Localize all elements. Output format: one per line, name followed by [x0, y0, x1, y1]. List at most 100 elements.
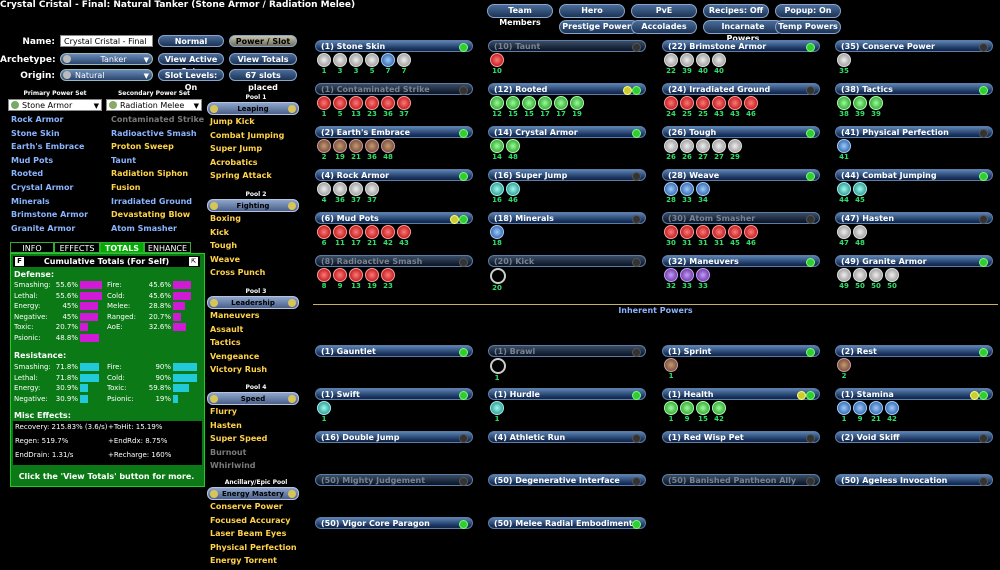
power-slot-bar[interactable]: (32) Maneuvers — [662, 255, 820, 267]
enhancement-slot[interactable]: 50 — [885, 268, 899, 291]
power-slot-bar[interactable]: (50) Vigor Core Paragon — [315, 517, 473, 529]
primary-power-item[interactable]: Earth's Embrace — [11, 142, 85, 152]
enhancement-slot[interactable]: 1 — [317, 53, 331, 76]
enhancement-slot[interactable]: 43 — [712, 96, 726, 119]
power-slot-bar[interactable]: (50) Mighty Judgement — [315, 474, 473, 486]
normal-mode-button[interactable]: Normal — [158, 35, 224, 47]
power-slot-bar[interactable]: (4) Athletic Run — [488, 431, 646, 443]
expand-icon[interactable]: ⇱ — [189, 257, 198, 266]
enhancement-slot[interactable]: 26 — [664, 139, 678, 162]
pool-power-item[interactable]: Focused Accuracy — [210, 515, 291, 525]
enhancement-slot[interactable]: 31 — [680, 225, 694, 248]
enhancement-slot[interactable]: 36 — [333, 182, 347, 205]
pool-power-item[interactable]: Conserve Power — [210, 502, 283, 511]
enhancement-slot[interactable]: 25 — [680, 96, 694, 119]
power-slot-bar[interactable]: (47) Hasten — [835, 212, 993, 224]
enhancement-slot[interactable]: 17 — [538, 96, 552, 119]
secondary-power-item[interactable]: Atom Smasher — [111, 223, 177, 233]
power-slot-bar[interactable]: (2) Rest — [835, 345, 993, 357]
power-slot-bar[interactable]: (41) Physical Perfection — [835, 126, 993, 138]
enhancement-slot[interactable]: 15 — [696, 401, 710, 424]
pool-power-item[interactable]: Victory Rush — [210, 365, 268, 375]
enhancement-slot[interactable]: 23 — [365, 96, 379, 119]
pool-power-item[interactable]: Hasten — [210, 420, 242, 430]
enhancement-slot[interactable]: 45 — [853, 182, 867, 205]
power-slot-bar[interactable]: (28) Weave — [662, 169, 820, 181]
enhancement-slot[interactable]: 1 — [664, 358, 678, 381]
enhancement-slot[interactable]: 49 — [837, 268, 851, 291]
power-slot-bar[interactable]: (38) Tactics — [835, 83, 993, 95]
enhancement-slot[interactable]: 34 — [696, 182, 710, 205]
power-slot-bar[interactable]: (1) Sprint — [662, 345, 820, 357]
enhancement-slot[interactable]: 12 — [490, 96, 504, 119]
pool-power-item[interactable]: Whirlwind — [210, 461, 256, 471]
enhancement-slot[interactable]: 37 — [349, 182, 363, 205]
power-slot-bar[interactable]: (1) Red Wisp Pet — [662, 431, 820, 443]
enhancement-slot[interactable]: 26 — [680, 139, 694, 162]
power-slot-bar[interactable]: (20) Kick — [488, 255, 646, 267]
enhancement-slot[interactable]: 21 — [349, 139, 363, 162]
power-slot-bar[interactable]: (1) Swift — [315, 388, 473, 400]
enhancement-slot[interactable]: 45 — [728, 225, 742, 248]
power-slot-bar[interactable]: (1) Contaminated Strike — [315, 83, 473, 95]
power-slot-bar[interactable]: (1) Stone Skin — [315, 40, 473, 52]
enhancement-slot[interactable]: 37 — [365, 182, 379, 205]
pool-power-item[interactable]: Boxing — [210, 214, 241, 223]
power-slot-bar[interactable]: (2) Void Skiff — [835, 431, 993, 443]
enhancement-slot[interactable]: 46 — [744, 225, 758, 248]
pool-power-item[interactable]: Super Speed — [210, 434, 268, 444]
tab-info[interactable]: INFO — [10, 242, 54, 253]
enhancement-slot[interactable]: 18 — [490, 225, 504, 248]
secondary-power-item[interactable]: Taunt — [111, 155, 137, 165]
enhancement-slot[interactable]: 19 — [333, 139, 347, 162]
popup-button[interactable]: Popup: On — [775, 4, 841, 18]
temp-powers-button[interactable]: Temp Powers — [775, 20, 841, 34]
pool-power-item[interactable]: Cross Punch — [210, 268, 266, 278]
power-slot-bar[interactable]: (24) Irradiated Ground — [662, 83, 820, 95]
pool-power-item[interactable]: Kick — [210, 227, 230, 237]
pool-power-item[interactable]: Energy Torrent — [210, 556, 277, 566]
enhancement-slot[interactable]: 27 — [712, 139, 726, 162]
pool-power-item[interactable]: Maneuvers — [210, 311, 260, 320]
pool-power-item[interactable]: Flurry — [210, 407, 238, 416]
power-slot-bar[interactable]: (8) Radioactive Smash — [315, 255, 473, 267]
power-slot-bar[interactable]: (1) Stamina — [835, 388, 993, 400]
power-slot-bar[interactable]: (6) Mud Pots — [315, 212, 473, 224]
power-slot-bar[interactable]: (30) Atom Smasher — [662, 212, 820, 224]
enhancement-slot[interactable]: 44 — [837, 182, 851, 205]
view-totals-button[interactable]: View Totals — [229, 53, 297, 65]
enhancement-slot[interactable]: 37 — [397, 96, 411, 119]
prestige-powers-button[interactable]: Prestige Powers — [559, 20, 639, 34]
enhancement-slot[interactable]: 20 — [490, 268, 506, 292]
enhancement-slot[interactable]: 46 — [744, 96, 758, 119]
recipes-button[interactable]: Recipes: Off — [703, 4, 769, 18]
power-slot-bar[interactable]: (50) Ageless Invocation — [835, 474, 993, 486]
enhancement-slot[interactable]: 4 — [317, 182, 331, 205]
enhancement-slot[interactable]: 24 — [664, 96, 678, 119]
enhancement-slot[interactable]: 42 — [712, 401, 726, 424]
enhancement-slot[interactable]: 2 — [837, 358, 851, 381]
enhancement-slot[interactable]: 9 — [680, 401, 694, 424]
enhancement-slot[interactable]: 29 — [728, 139, 742, 162]
power-slot-bar[interactable]: (22) Brimstone Armor — [662, 40, 820, 52]
primary-power-item[interactable]: Stone Skin — [11, 128, 60, 138]
enhancement-slot[interactable]: 7 — [381, 53, 395, 76]
secondary-power-item[interactable]: Radiation Siphon — [111, 169, 189, 179]
enhancement-slot[interactable]: 25 — [696, 96, 710, 119]
enhancement-slot[interactable]: 32 — [664, 268, 678, 291]
enhancement-slot[interactable]: 50 — [869, 268, 883, 291]
secondary-power-item[interactable]: Devastating Blow — [111, 210, 191, 220]
enhancement-slot[interactable]: 16 — [490, 182, 504, 205]
pve-button[interactable]: PvE — [631, 4, 697, 18]
name-field[interactable]: Crystal Cristal - Final — [60, 35, 153, 47]
pool-select[interactable]: Fighting — [207, 199, 299, 212]
power-slot-bar[interactable]: (26) Tough — [662, 126, 820, 138]
enhancement-slot[interactable]: 14 — [490, 139, 504, 162]
power-slot-bar[interactable]: (50) Banished Pantheon Ally — [662, 474, 820, 486]
enhancement-slot[interactable]: 2 — [317, 139, 331, 162]
enhancement-slot[interactable]: 3 — [333, 53, 347, 76]
pool-power-item[interactable]: Super Jump — [210, 144, 263, 154]
pool-power-item[interactable]: Tough — [210, 241, 238, 251]
power-slot-bar[interactable]: (16) Super Jump — [488, 169, 646, 181]
power-slot-bar[interactable]: (16) Double Jump — [315, 431, 473, 443]
